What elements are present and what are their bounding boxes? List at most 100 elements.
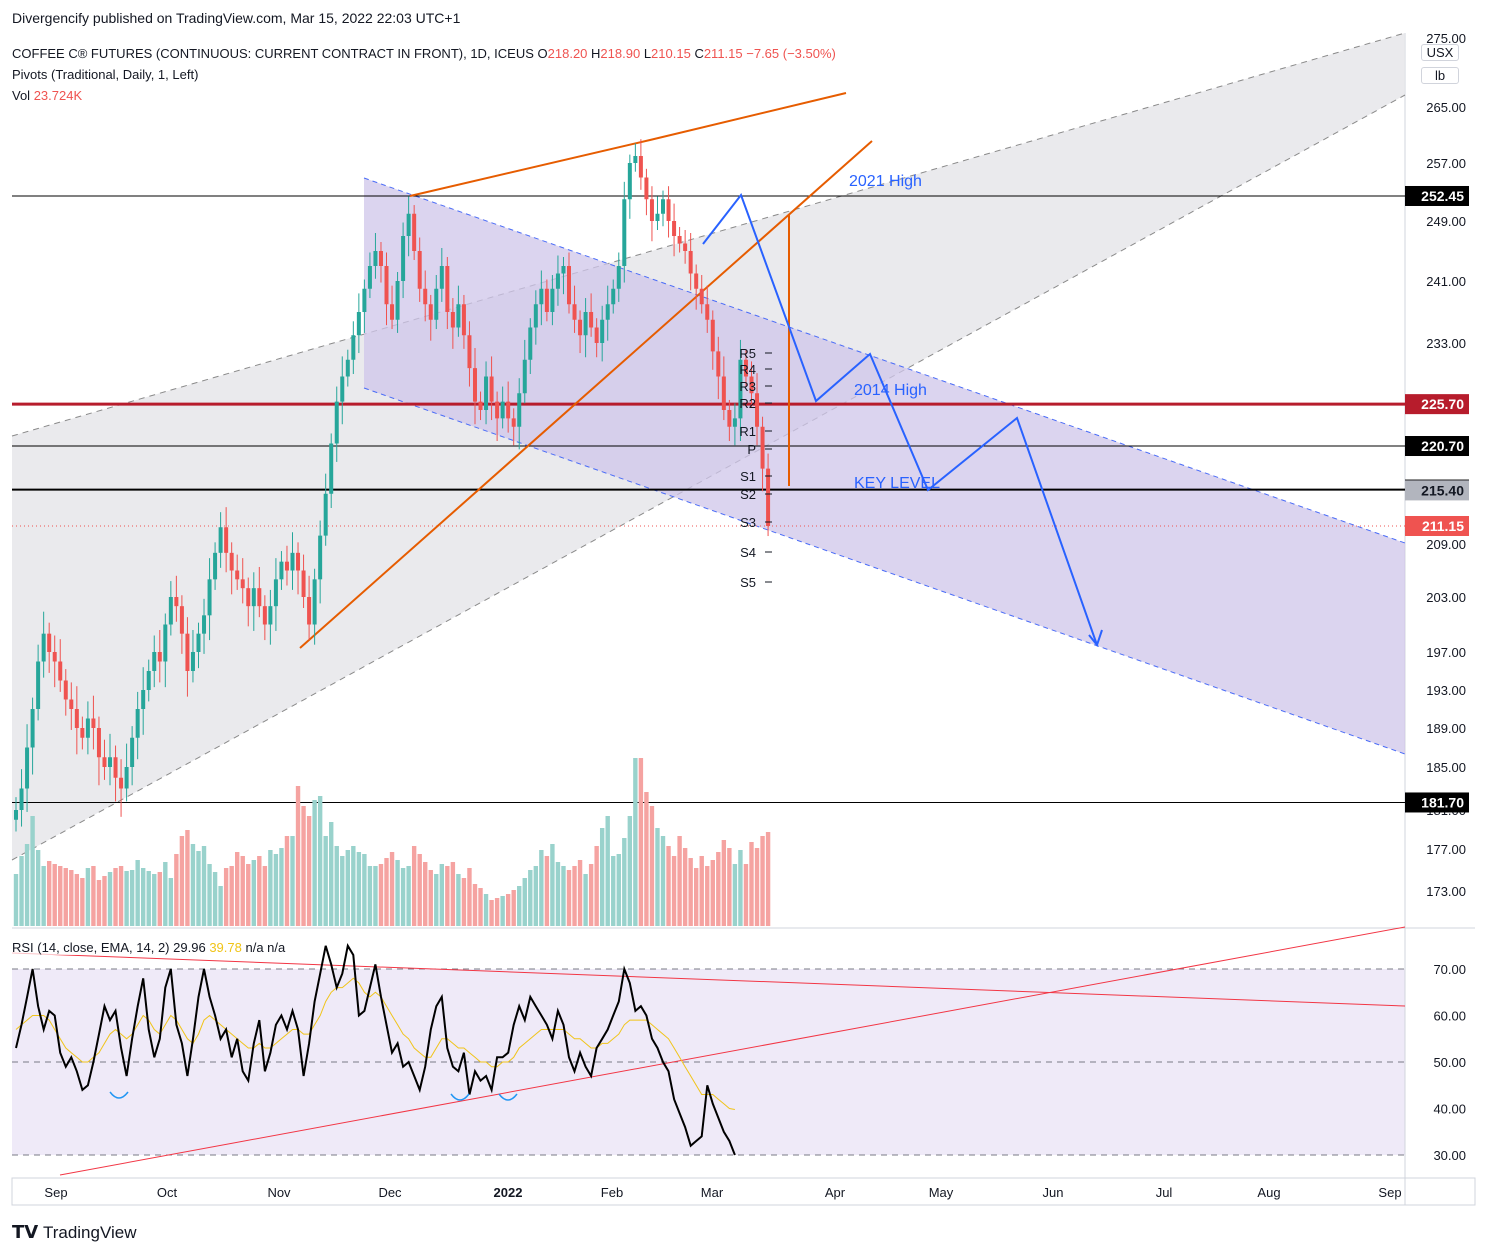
candle-body xyxy=(74,709,79,728)
volume-bar xyxy=(24,844,30,926)
volume-bar xyxy=(505,894,511,926)
candle-body xyxy=(296,552,301,571)
time-axis-tick: Nov xyxy=(267,1185,291,1200)
candle-body xyxy=(152,652,157,671)
unit-lb-button[interactable]: lb xyxy=(1421,67,1459,84)
candle-body xyxy=(456,304,461,328)
close-label: C xyxy=(694,46,704,61)
candle-body xyxy=(450,312,455,328)
volume-bar xyxy=(411,846,417,926)
volume-bar xyxy=(212,872,218,926)
price-axis-tick: 265.00 xyxy=(1426,100,1466,115)
candle-body xyxy=(594,327,599,343)
volume-bar xyxy=(207,864,212,926)
volume-bar xyxy=(699,856,704,926)
price-badge-label: 252.45 xyxy=(1421,188,1464,204)
volume-bar xyxy=(693,868,699,926)
price-badge xyxy=(1405,792,1469,813)
candle-body xyxy=(213,552,218,580)
volume-bar xyxy=(655,828,660,926)
high-label: H xyxy=(591,46,601,61)
volume-bar xyxy=(760,836,765,926)
volume-bar xyxy=(35,850,41,926)
volume-bar xyxy=(185,830,190,926)
candle-body xyxy=(96,728,101,758)
volume-bar xyxy=(157,872,162,926)
candle-body xyxy=(506,401,511,419)
volume-bar xyxy=(583,874,588,926)
volume-bar xyxy=(124,871,129,926)
volume-bar xyxy=(472,884,478,926)
volume-bar xyxy=(284,836,290,926)
volume-bar xyxy=(323,836,328,926)
volume-bar xyxy=(550,844,555,926)
volume-bar xyxy=(96,880,102,926)
volume-bar xyxy=(19,856,24,926)
volume-bar xyxy=(400,868,406,926)
volume-bar xyxy=(688,858,693,926)
pivot-label-r1: R1 xyxy=(739,424,756,439)
candle-body xyxy=(578,319,583,336)
volume-bar xyxy=(135,860,140,926)
descending-channel-lower xyxy=(363,387,1406,755)
time-axis-tick: Aug xyxy=(1257,1185,1280,1200)
candle-body xyxy=(262,606,267,625)
candle-body xyxy=(108,757,113,767)
candle-body xyxy=(157,652,162,662)
volume-bar xyxy=(102,876,107,926)
volume-bar xyxy=(478,888,483,926)
candle-body xyxy=(224,527,229,553)
volume-bar xyxy=(461,878,467,926)
rsi-red-descending-trendline xyxy=(11,952,1406,1007)
volume-label: Vol xyxy=(12,88,31,103)
volume-bar xyxy=(41,866,46,926)
rsi-na-values: n/a n/a xyxy=(245,940,286,955)
candle-body xyxy=(710,319,715,352)
volume-bar xyxy=(428,870,433,926)
volume-bar xyxy=(356,852,362,926)
volume-bar xyxy=(533,866,539,926)
candle-body xyxy=(743,359,748,377)
price-badge-label: 225.70 xyxy=(1421,396,1464,412)
candle-body xyxy=(378,251,383,266)
volume-bar xyxy=(522,878,527,926)
time-axis-tick: Jun xyxy=(1043,1185,1064,1200)
pivot-label-r5: R5 xyxy=(739,346,756,361)
candle-body xyxy=(207,579,212,616)
candle-body xyxy=(544,288,549,312)
volume-bar xyxy=(660,836,666,926)
candle-body xyxy=(329,443,334,494)
price-axis-tick: 193.00 xyxy=(1426,683,1466,698)
unit-usx-button[interactable]: USX xyxy=(1421,44,1459,61)
candle-body xyxy=(36,661,41,709)
price-badge xyxy=(1405,185,1469,206)
open-label: O xyxy=(537,46,548,61)
candle-body xyxy=(721,376,726,410)
candle-body xyxy=(395,281,400,320)
price-axis-tick: 233.00 xyxy=(1426,336,1466,351)
candle-body xyxy=(611,288,616,305)
volume-bar xyxy=(58,866,63,926)
volume-bar xyxy=(456,874,461,926)
candle-body xyxy=(644,177,649,200)
candle-body xyxy=(141,690,146,709)
volume-bar xyxy=(445,866,450,926)
candle-body xyxy=(428,304,433,320)
volume-bar xyxy=(666,846,671,926)
candle-body xyxy=(334,401,339,444)
candle-body xyxy=(649,199,654,221)
candle-body xyxy=(85,718,90,738)
price-axis-tick: 189.00 xyxy=(1426,721,1466,736)
orange-upper-trendline xyxy=(409,92,847,197)
volume-bar xyxy=(140,868,146,926)
candle-body xyxy=(688,251,693,274)
time-axis-tick: Mar xyxy=(701,1185,724,1200)
volume-bar xyxy=(450,862,456,926)
volume-bar xyxy=(389,852,395,926)
volume-bar xyxy=(406,866,411,926)
candle-body xyxy=(168,597,173,625)
candle-body xyxy=(102,757,107,767)
pivot-label-s5: S5 xyxy=(740,575,756,590)
volume-bar xyxy=(46,861,52,926)
volume-bar xyxy=(235,852,240,926)
